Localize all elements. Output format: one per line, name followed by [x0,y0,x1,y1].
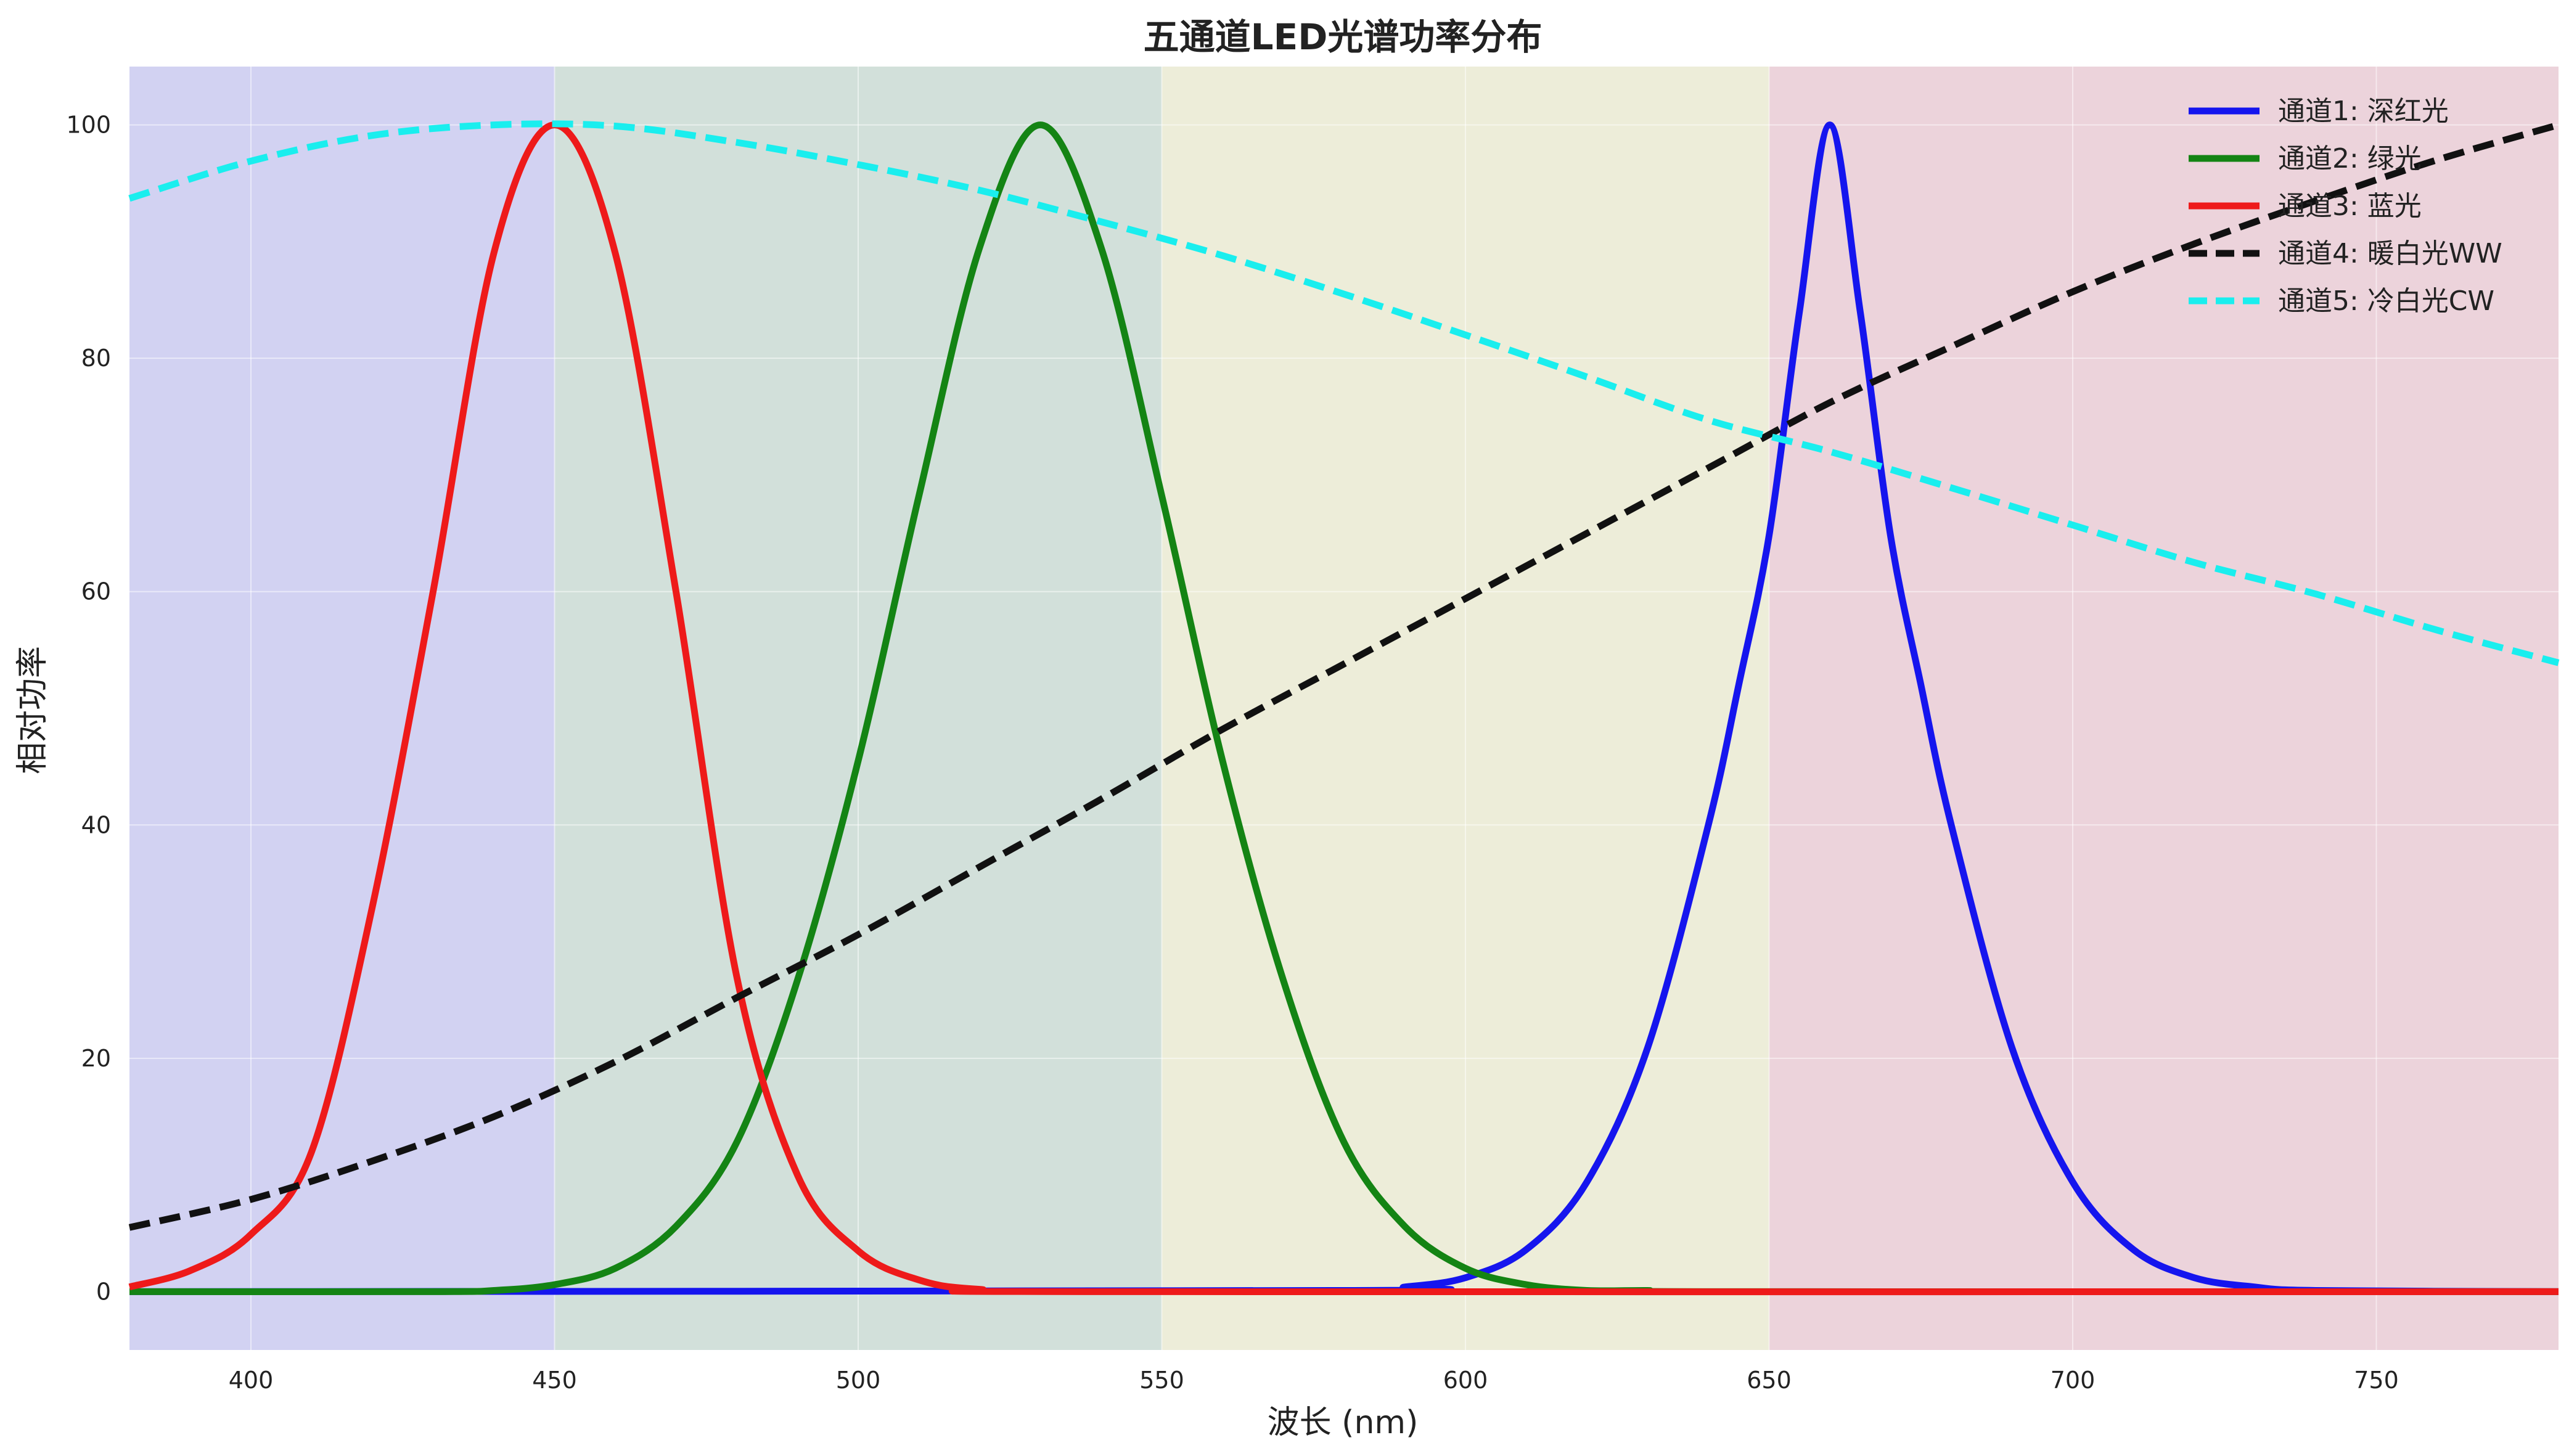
series-line-1 [129,121,2559,1295]
legend-label-3: 通道3: 蓝光 [2278,190,2422,222]
legend-label-4: 通道4: 暖白光WW [2278,238,2502,269]
y-tick-60: 60 [81,578,111,605]
y-tick-100: 100 [66,112,111,139]
x-tick-550: 550 [1139,1367,1184,1394]
y-tick-40: 40 [81,811,111,838]
x-axis-label: 波长 (nm) [1268,1404,1419,1441]
series-lines [128,120,2560,1296]
legend-label-5: 通道5: 冷白光CW [2278,285,2494,317]
x-tick-500: 500 [836,1367,881,1394]
x-tick-600: 600 [1443,1367,1488,1394]
x-tick-700: 700 [2051,1367,2096,1394]
y-tick-0: 0 [96,1278,111,1305]
x-tick-450: 450 [532,1367,577,1394]
chart-title: 五通道LED光谱功率分布 [1144,16,1543,58]
y-tick-20: 20 [81,1045,111,1072]
y-axis-label: 相对功率 [14,646,51,774]
band-3 [1769,67,2559,1350]
series-line-5 [128,120,2560,666]
x-tick-labels: 400 450 500 550 600 650 700 750 [229,1367,2399,1394]
band-0 [129,67,555,1350]
x-tick-750: 750 [2354,1367,2399,1394]
series-line-4 [128,121,2560,1231]
x-tick-650: 650 [1747,1367,1792,1394]
x-tick-400: 400 [229,1367,274,1394]
legend-label-2: 通道2: 绿光 [2278,143,2422,174]
legend-label-1: 通道1: 深红光 [2278,96,2449,127]
y-tick-labels: 0 20 40 60 80 100 [66,112,111,1306]
y-tick-80: 80 [81,345,111,372]
series-line-3 [128,121,2559,1296]
